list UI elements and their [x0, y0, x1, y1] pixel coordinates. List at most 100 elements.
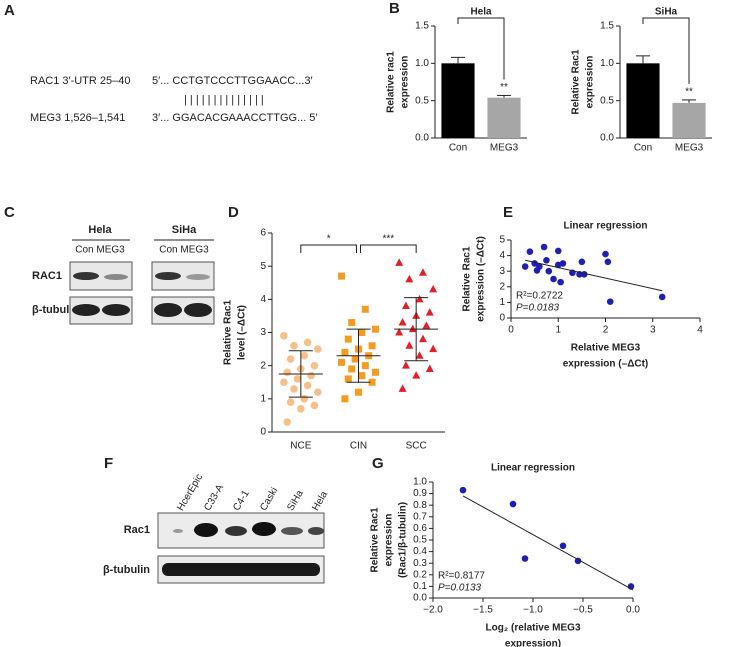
x-axis-label: expression (–ΔCt) [563, 359, 649, 370]
x-tick-label: 4 [697, 325, 703, 336]
point [361, 362, 369, 370]
point [395, 328, 404, 336]
point [521, 263, 529, 270]
point [283, 418, 292, 426]
y-tick-label: 3 [499, 266, 505, 277]
lane-labels: Con MEG3 [75, 245, 125, 256]
point [540, 243, 548, 251]
point [422, 321, 431, 329]
point [355, 388, 362, 396]
point [344, 375, 352, 383]
y-axis-label: Relative Rac1 [571, 49, 582, 114]
y-tick-label: 4 [260, 294, 266, 305]
blot-c: Hela SiHa Con MEG3 Con MEG3 RAC1 β-tubul… [32, 224, 215, 325]
band [155, 272, 181, 280]
point [606, 298, 614, 305]
point [293, 375, 302, 383]
point [415, 294, 424, 303]
point [398, 384, 407, 392]
x-tick-label: 3 [650, 325, 656, 336]
point [526, 248, 534, 255]
x-tick-label: NCE [290, 441, 311, 452]
row-label: β-tubulin [32, 304, 79, 316]
point [300, 351, 309, 360]
y-tick-label: 1.5 [415, 21, 429, 32]
y-axis-label: expression [384, 514, 395, 567]
x-tick-label: 0.0 [626, 605, 640, 616]
point [280, 332, 288, 340]
point [361, 305, 369, 313]
y-axis-label: expression [400, 56, 411, 109]
significance-label: ** [500, 82, 508, 93]
band [162, 563, 320, 576]
point [395, 258, 404, 266]
panel-label: F [104, 455, 113, 472]
regression-line [462, 495, 634, 591]
point [303, 381, 312, 390]
point [358, 329, 366, 336]
y-tick-label: 6 [260, 228, 266, 239]
point [557, 278, 564, 286]
x-tick-label: MEG3 [675, 143, 704, 154]
point [602, 250, 609, 258]
y-tick-label: 1.0 [413, 477, 427, 488]
y-tick-label: 0.5 [600, 95, 614, 106]
point [310, 401, 319, 410]
y-tick-label: 0.8 [413, 500, 427, 511]
bar [626, 63, 660, 139]
band [104, 274, 128, 280]
panel-label: D [228, 204, 239, 221]
y-tick-label: 1.0 [415, 58, 429, 69]
x-tick-label: CIN [350, 441, 367, 452]
point [536, 263, 543, 270]
x-axis-label: Log₂ (relative MEG3 [485, 623, 580, 634]
point [398, 318, 407, 326]
point [545, 267, 553, 275]
y-tick-label: 1.0 [600, 58, 614, 69]
significance-label: ** [685, 87, 693, 98]
band [102, 304, 130, 316]
significance-bracket [457, 17, 505, 80]
significance-bracket [360, 244, 417, 253]
band [186, 274, 210, 280]
y-tick-label: 5 [499, 235, 505, 246]
sequence: 5′... CCTGTCCCTTGGAACC...3′ [152, 75, 313, 87]
y-tick-label: 2 [499, 281, 505, 292]
panel-label: G [372, 455, 384, 472]
x-tick-label: 2 [603, 325, 609, 336]
y-tick-label: 5 [260, 261, 266, 272]
band [281, 527, 303, 535]
point [429, 344, 438, 353]
point [543, 256, 550, 264]
bar [672, 102, 706, 138]
lane-label: C4-1 [231, 488, 252, 513]
point [286, 355, 295, 363]
annotation: R²=0.2722 [516, 291, 563, 302]
point [341, 395, 349, 403]
panel-label: A [4, 2, 15, 19]
point [283, 368, 292, 377]
point [418, 334, 427, 343]
point [521, 555, 529, 562]
point [300, 395, 309, 403]
y-tick-label: 0.0 [415, 133, 429, 144]
y-tick-label: 2 [260, 360, 266, 371]
y-tick-label: 0.6 [413, 523, 427, 534]
point [559, 542, 567, 550]
point [658, 293, 666, 301]
point [425, 364, 434, 372]
sequence-label: MEG3 1,526–1,541 [30, 112, 125, 124]
cell-label: Hela [88, 224, 112, 236]
y-axis-label: level (–ΔCt) [237, 305, 248, 360]
x-tick-label: 1 [555, 325, 561, 336]
point [459, 486, 467, 494]
y-tick-label: 0.5 [415, 95, 429, 106]
point [338, 272, 345, 280]
point [297, 404, 305, 413]
x-tick-label: −1.0 [523, 605, 543, 616]
y-tick-label: 3 [260, 327, 266, 338]
point [341, 348, 349, 356]
lane-label: C33-A [202, 482, 226, 512]
y-tick-label: 0 [499, 313, 505, 324]
